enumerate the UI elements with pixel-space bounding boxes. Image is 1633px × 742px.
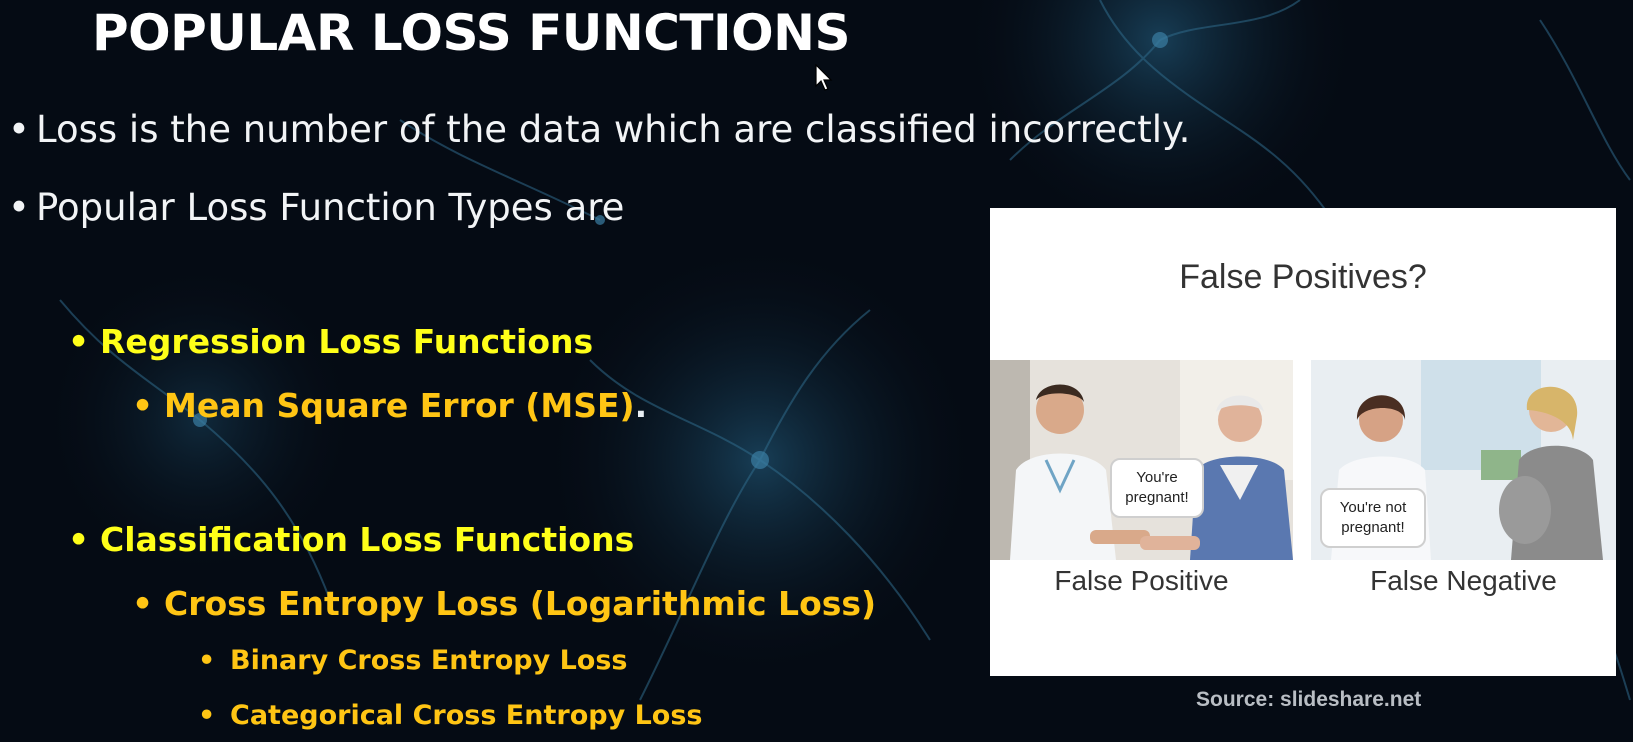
regression-heading-text: Regression Loss Functions bbox=[100, 322, 593, 361]
bullet-loss-types: • Popular Loss Function Types are bbox=[8, 186, 624, 229]
bullet-marker: • bbox=[132, 584, 164, 623]
speech-bubble-pregnant: You're pregnant! bbox=[1110, 458, 1204, 518]
bullet-loss-types-text: Popular Loss Function Types are bbox=[36, 186, 624, 229]
source-credit: Source: slideshare.net bbox=[1196, 688, 1421, 712]
figure-title: False Positives? bbox=[990, 258, 1616, 297]
bullet-marker: • bbox=[68, 322, 100, 361]
binary-ce-item-text: Binary Cross Entropy Loss bbox=[230, 645, 627, 676]
cross-entropy-item-text: Cross Entropy Loss (Logarithmic Loss) bbox=[164, 584, 876, 623]
bullet-marker: • bbox=[132, 386, 164, 425]
mse-item-text: Mean Square Error (MSE) bbox=[164, 386, 635, 425]
classification-heading: • Classification Loss Functions bbox=[68, 520, 634, 559]
bullet-marker: • bbox=[198, 700, 230, 731]
cross-entropy-item: • Cross Entropy Loss (Logarithmic Loss) bbox=[132, 584, 876, 623]
caption-false-negative: False Negative bbox=[1311, 565, 1616, 597]
caption-false-positive: False Positive bbox=[990, 565, 1293, 597]
slide-title: POPULAR LOSS FUNCTIONS bbox=[92, 4, 850, 62]
bullet-marker: • bbox=[8, 108, 36, 151]
binary-ce-item: • Binary Cross Entropy Loss bbox=[198, 645, 627, 676]
false-positive-figure: False Positives? You're pregnant! bbox=[990, 208, 1616, 676]
bullet-marker: • bbox=[68, 520, 100, 559]
categorical-ce-item-text: Categorical Cross Entropy Loss bbox=[230, 700, 702, 731]
regression-heading: • Regression Loss Functions bbox=[68, 322, 593, 361]
categorical-ce-item: • Categorical Cross Entropy Loss bbox=[198, 700, 702, 731]
mouse-pointer-icon bbox=[815, 64, 833, 92]
classification-heading-text: Classification Loss Functions bbox=[100, 520, 634, 559]
speech-bubble-not-pregnant: You're not pregnant! bbox=[1320, 488, 1426, 548]
bullet-marker: • bbox=[8, 186, 36, 229]
mse-item: • Mean Square Error (MSE). bbox=[132, 386, 647, 425]
bullet-marker: • bbox=[198, 645, 230, 676]
bullet-loss-definition: • Loss is the number of the data which ar… bbox=[8, 108, 1190, 151]
bullet-loss-definition-text: Loss is the number of the data which are… bbox=[36, 108, 1190, 151]
mse-item-period: . bbox=[635, 386, 648, 425]
